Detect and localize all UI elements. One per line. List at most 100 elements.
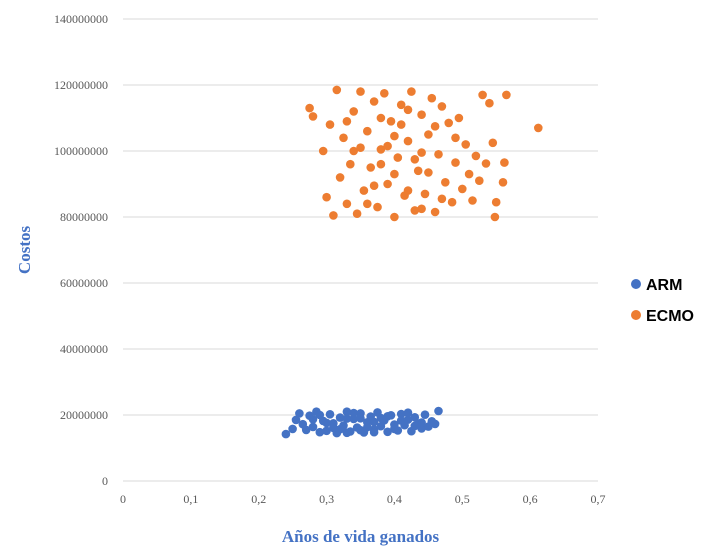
data-point [305, 103, 314, 113]
data-point [335, 413, 345, 422]
data-point [281, 429, 291, 439]
data-point [335, 173, 345, 182]
data-point [349, 408, 359, 418]
data-point [363, 422, 372, 432]
data-point [363, 199, 372, 209]
data-point [329, 423, 338, 433]
data-point [451, 133, 460, 143]
data-point [301, 425, 311, 435]
data-point [458, 184, 467, 194]
data-point [342, 199, 352, 209]
data-point [403, 105, 413, 115]
data-point [478, 90, 487, 100]
y-tick-label: 140000000 [54, 12, 108, 26]
data-point [451, 158, 460, 167]
y-tick-label: 100000000 [54, 144, 108, 158]
series-ecmo [305, 85, 543, 222]
data-point [288, 424, 297, 434]
data-point [295, 409, 304, 418]
data-point [417, 424, 426, 433]
data-point [475, 176, 484, 185]
data-point [468, 196, 477, 205]
data-point [403, 408, 413, 418]
data-point [342, 414, 352, 423]
data-point [403, 186, 413, 195]
x-tick-label: 0,3 [319, 492, 334, 506]
data-point [352, 209, 362, 218]
data-point [396, 416, 406, 425]
data-point [363, 126, 372, 136]
data-point [390, 424, 399, 434]
data-point [500, 158, 509, 167]
data-point [485, 98, 494, 108]
data-point [383, 427, 392, 437]
data-point [366, 163, 376, 172]
data-point [430, 207, 440, 217]
data-point [430, 122, 440, 131]
data-point [356, 87, 365, 96]
data-point [444, 118, 454, 128]
data-point [376, 113, 386, 123]
data-point [349, 107, 359, 116]
x-axis-title: Años de vida ganados [282, 527, 440, 546]
data-point [434, 406, 443, 416]
data-point [373, 202, 382, 212]
data-point [383, 141, 392, 151]
data-point [441, 178, 450, 187]
x-tick-label: 0,5 [455, 492, 470, 506]
data-point [342, 117, 352, 126]
data-point [380, 89, 389, 98]
data-point [376, 159, 386, 169]
data-point [383, 412, 392, 421]
data-point [403, 415, 413, 424]
data-point [322, 426, 331, 436]
data-point [318, 146, 328, 156]
data-point [488, 138, 498, 148]
y-tick-label: 0 [102, 474, 108, 488]
x-axis-ticks: 0 0,1 0,2 0,3 0,4 0,5 0,6 0,7 [120, 492, 606, 506]
data-point [356, 143, 365, 152]
x-tick-label: 0,7 [591, 492, 606, 506]
data-point [308, 422, 318, 432]
legend: ARM ECMO [631, 277, 694, 325]
series-arm [281, 406, 443, 439]
data-point [390, 169, 399, 179]
y-tick-label: 60000000 [60, 276, 108, 290]
data-point [356, 425, 365, 435]
data-point [396, 100, 406, 110]
data-point [490, 212, 500, 222]
data-point [332, 85, 342, 95]
data-point [413, 166, 423, 176]
y-tick-label: 80000000 [60, 210, 108, 224]
data-point [427, 93, 437, 103]
data-point [417, 148, 426, 157]
data-point [410, 421, 420, 431]
data-point [491, 197, 501, 207]
data-point [339, 133, 348, 143]
data-point [325, 120, 335, 129]
data-point [291, 415, 301, 425]
data-point [329, 211, 338, 220]
data-points [281, 85, 543, 439]
data-point [437, 194, 447, 204]
data-point [410, 413, 420, 422]
data-point [335, 424, 345, 434]
data-point [471, 151, 481, 161]
data-point [454, 113, 464, 123]
legend-marker [631, 310, 641, 320]
data-point [396, 120, 406, 129]
x-tick-label: 0,2 [251, 492, 266, 506]
data-point [403, 136, 413, 146]
legend-label: ARM [646, 277, 682, 294]
y-tick-label: 40000000 [60, 342, 108, 356]
data-point [315, 427, 325, 437]
data-point [420, 410, 430, 420]
data-point [369, 427, 379, 437]
data-point [342, 428, 352, 438]
data-point [502, 90, 511, 100]
data-point [410, 155, 420, 164]
data-point [322, 418, 331, 428]
y-axis-title: Costos [15, 226, 34, 275]
data-point [349, 146, 359, 156]
